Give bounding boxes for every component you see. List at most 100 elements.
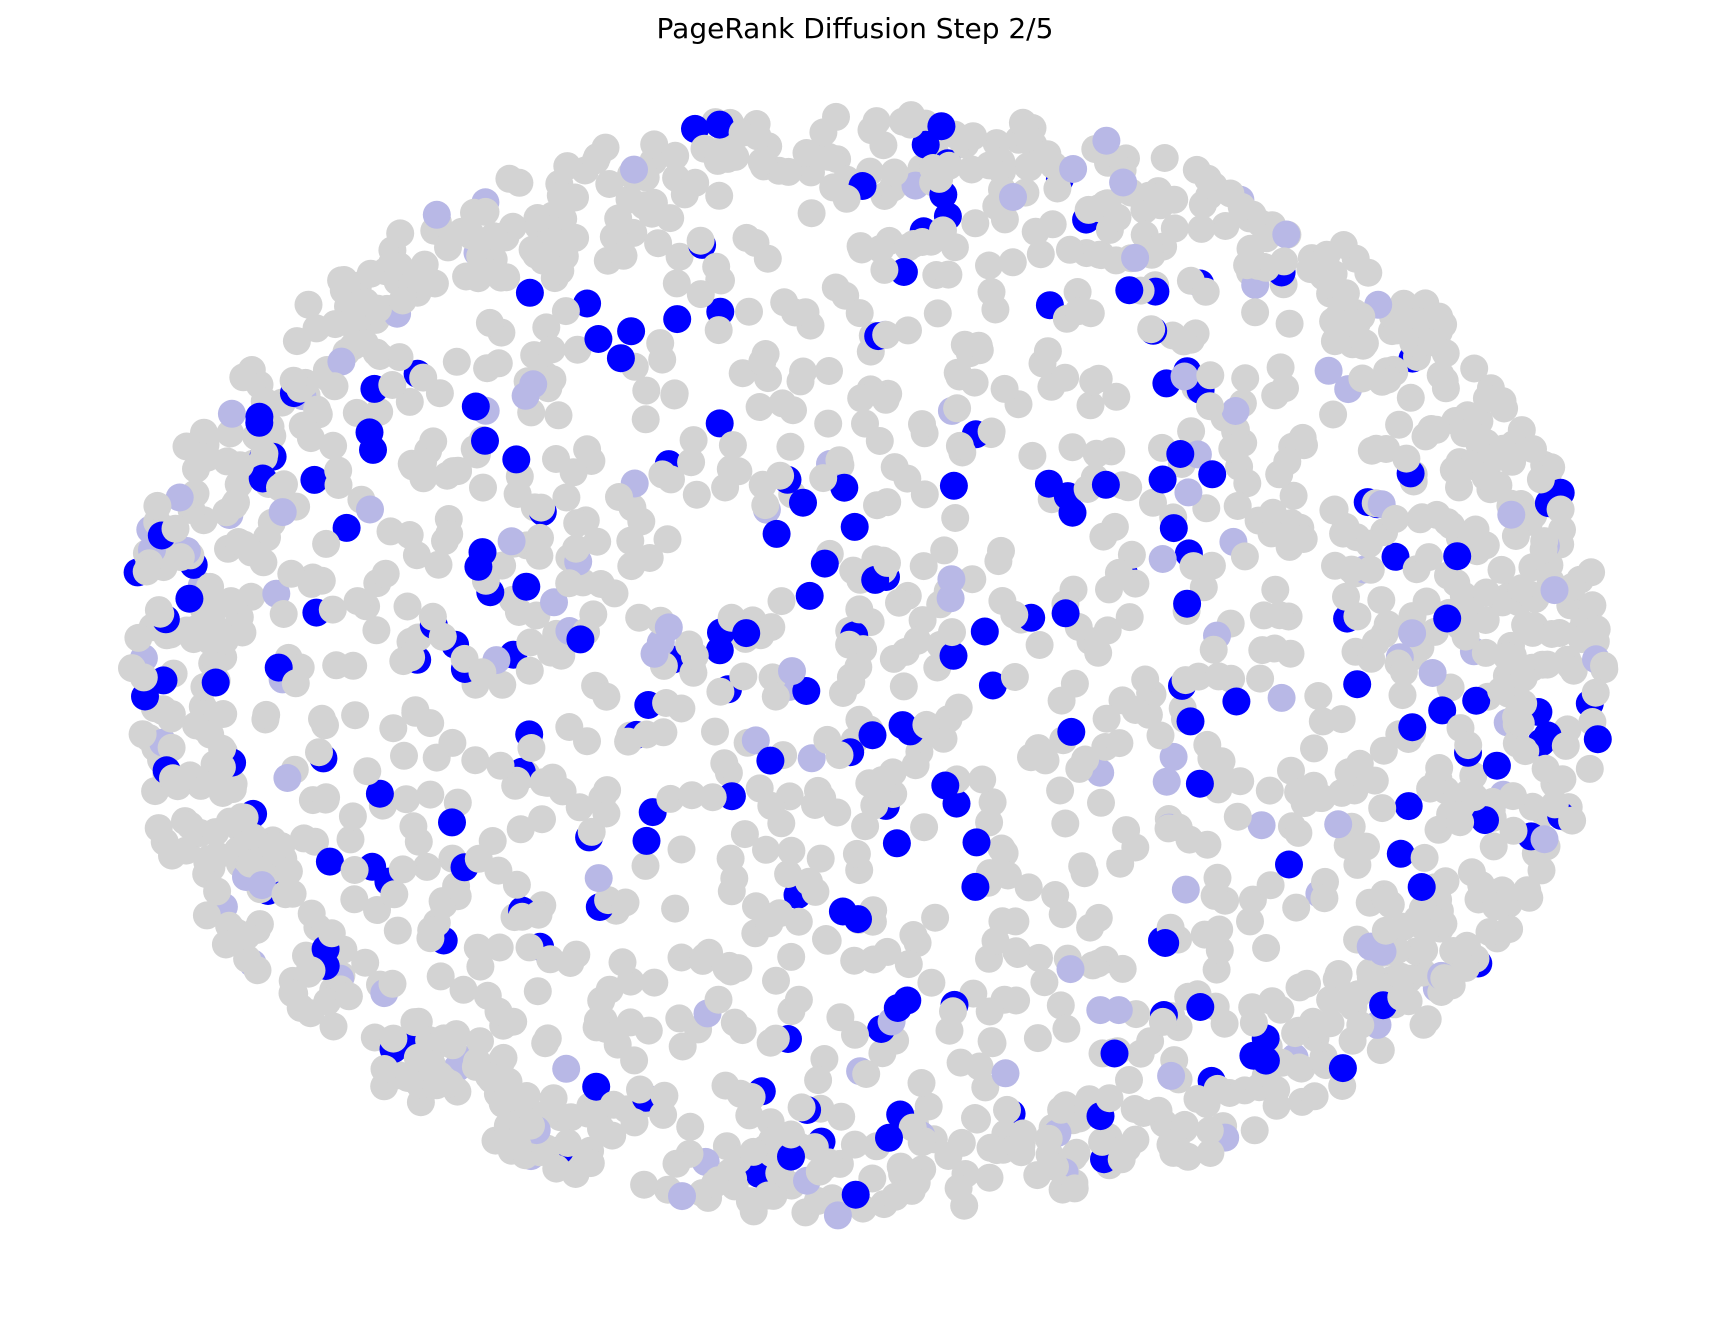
node-inactive [466, 952, 495, 981]
node-inactive [1076, 391, 1105, 420]
node-inactive [1288, 423, 1317, 452]
node-inactive [662, 1149, 691, 1178]
node-active [365, 779, 394, 808]
node-inactive [939, 997, 967, 1026]
node-inactive [444, 457, 472, 486]
node-inactive [821, 273, 850, 302]
node-partial [552, 1054, 581, 1083]
node-inactive [229, 363, 258, 392]
node-inactive [1471, 606, 1500, 634]
node-inactive [393, 592, 422, 621]
node-inactive [1159, 1138, 1188, 1167]
node-active [777, 1142, 805, 1171]
node-inactive [473, 354, 502, 383]
node-active [828, 897, 857, 926]
node-inactive [993, 861, 1022, 890]
node-partial [422, 200, 451, 229]
node-inactive [1279, 481, 1308, 510]
node-inactive [1260, 634, 1289, 663]
node-inactive [412, 852, 441, 881]
node-active [1398, 713, 1427, 742]
node-inactive [1026, 240, 1055, 269]
node-inactive [711, 473, 740, 502]
node-inactive [230, 803, 259, 832]
node-inactive [615, 185, 644, 214]
node-inactive [1430, 964, 1459, 993]
node-inactive [885, 588, 913, 617]
node-inactive [468, 658, 497, 687]
node-inactive [1034, 1124, 1063, 1153]
node-inactive [1546, 495, 1575, 524]
node-active [756, 746, 785, 775]
node-inactive [573, 727, 601, 756]
node-inactive [517, 1111, 545, 1140]
node-inactive [982, 1136, 1011, 1165]
node-active [732, 619, 761, 648]
node-inactive [792, 139, 821, 167]
node-inactive [1454, 731, 1483, 760]
node-inactive [1362, 434, 1391, 463]
node-inactive [1169, 327, 1198, 356]
node-inactive [362, 616, 391, 645]
node-inactive [341, 701, 370, 730]
node-inactive [1446, 808, 1475, 837]
node-inactive [840, 1130, 869, 1159]
node-active [888, 711, 917, 740]
node-inactive [1058, 433, 1087, 462]
node-inactive [1431, 339, 1460, 368]
node-inactive [1499, 782, 1527, 811]
node-inactive [1410, 843, 1439, 872]
node-inactive [1533, 650, 1562, 679]
node-inactive [1191, 277, 1220, 306]
node-inactive [1284, 778, 1313, 807]
node-inactive [944, 1174, 973, 1203]
node-inactive [1389, 657, 1418, 686]
node-inactive [1233, 469, 1262, 498]
node-partial [1159, 742, 1188, 771]
node-inactive [640, 130, 669, 159]
node-inactive [993, 1095, 1021, 1124]
node-inactive [908, 228, 937, 256]
node-inactive [1451, 953, 1480, 982]
node-inactive [910, 813, 939, 842]
node-inactive [417, 1050, 446, 1079]
node-partial [1174, 478, 1203, 507]
node-inactive [631, 851, 660, 880]
node-inactive [401, 698, 430, 727]
node-inactive [1487, 676, 1516, 705]
node-active [762, 519, 791, 548]
node-inactive [1024, 734, 1053, 763]
node-inactive [474, 1062, 503, 1091]
node-inactive [1481, 892, 1510, 921]
node-inactive [1300, 734, 1328, 763]
node-inactive [124, 623, 153, 652]
node-inactive [1033, 337, 1062, 366]
node-inactive [1121, 696, 1150, 724]
node-inactive [1425, 302, 1454, 331]
node-inactive [1305, 783, 1334, 812]
node-inactive [1457, 858, 1486, 887]
node-partial [1104, 996, 1133, 1025]
node-inactive [1047, 1095, 1076, 1124]
node-inactive [1007, 1138, 1036, 1167]
node-inactive [1410, 936, 1439, 965]
node-active [978, 671, 1007, 700]
node-inactive [294, 290, 323, 319]
node-active [1159, 514, 1188, 543]
node-inactive [1088, 1127, 1117, 1156]
node-inactive [426, 962, 455, 991]
node-inactive [587, 1114, 615, 1143]
node-inactive [784, 985, 813, 1014]
node-inactive [592, 682, 621, 711]
node-inactive [395, 387, 424, 416]
node-inactive [667, 694, 696, 723]
node-inactive [1356, 555, 1385, 584]
node-inactive [859, 945, 888, 974]
node-inactive [1238, 993, 1267, 1022]
node-inactive [1126, 1039, 1155, 1068]
node-active [584, 325, 613, 353]
node-inactive [1060, 1174, 1089, 1203]
node-inactive [1261, 575, 1290, 604]
node-partial [654, 613, 683, 642]
